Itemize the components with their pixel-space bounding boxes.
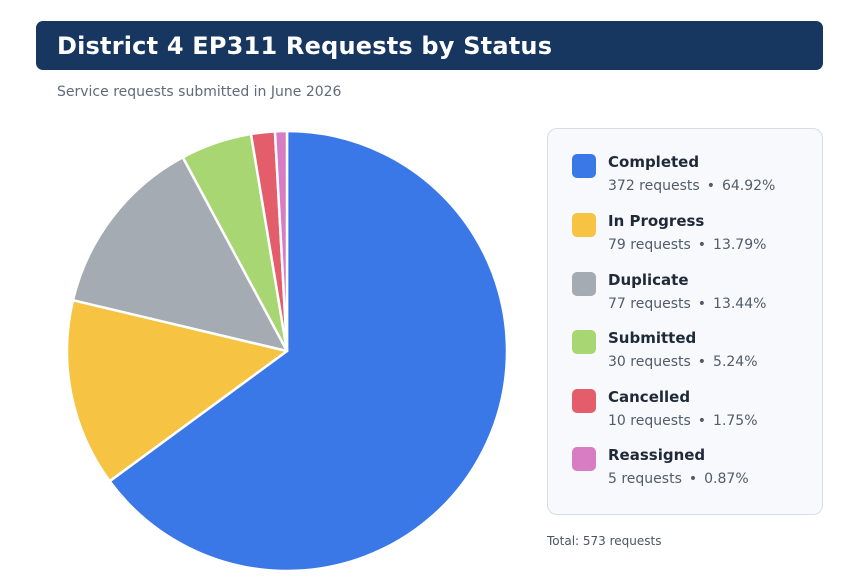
- legend-percent: 1.75%: [713, 413, 758, 429]
- legend-swatch: [572, 154, 596, 178]
- legend-count: 79 requests: [608, 237, 691, 253]
- legend-label: Duplicate: [608, 271, 689, 289]
- legend-stats: 30 requests • 5.24%: [608, 354, 758, 370]
- legend-panel: Completed 372 requests • 64.92% In Progres…: [547, 128, 823, 515]
- legend-stats: 10 requests • 1.75%: [608, 413, 758, 429]
- legend-label: Reassigned: [608, 446, 706, 464]
- legend-stats: 372 requests • 64.92%: [608, 178, 775, 194]
- legend-separator: •: [706, 178, 715, 194]
- legend-swatch: [572, 213, 596, 237]
- legend-count: 30 requests: [608, 354, 691, 370]
- legend-count: 372 requests: [608, 178, 700, 194]
- legend-stats: 79 requests • 13.79%: [608, 237, 766, 253]
- pie-slice-completed: [108, 129, 509, 573]
- legend-label: In Progress: [608, 212, 705, 230]
- chart-title: District 4 EP311 Requests by Status: [57, 31, 553, 60]
- legend-label: Cancelled: [608, 388, 691, 406]
- legend-swatch: [572, 272, 596, 296]
- legend-swatch: [572, 447, 596, 471]
- legend-separator: •: [688, 471, 698, 487]
- legend-separator: •: [697, 237, 707, 253]
- legend-percent: 5.24%: [713, 354, 758, 370]
- pie-slice-duplicate: [71, 155, 289, 353]
- pie-chart: [65, 129, 509, 573]
- chart-subtitle: Service requests submitted in June 2026: [57, 84, 342, 100]
- legend-label: Submitted: [608, 329, 697, 347]
- pie-slice-reassigned: [273, 129, 289, 353]
- pie-slice-in-progress: [65, 298, 289, 483]
- legend-swatch: [572, 389, 596, 413]
- legend-separator: •: [697, 296, 707, 312]
- legend-stats: 77 requests • 13.44%: [608, 296, 766, 312]
- legend-count: 5 requests: [608, 471, 682, 487]
- legend-swatch: [572, 330, 596, 354]
- legend-count: 10 requests: [608, 413, 691, 429]
- legend-percent: 13.79%: [713, 237, 767, 253]
- legend-separator: •: [697, 413, 707, 429]
- legend-percent: 13.44%: [713, 296, 767, 312]
- legend-stats: 5 requests • 0.87%: [608, 471, 749, 487]
- legend-percent: 0.87%: [704, 471, 749, 487]
- legend-percent: 64.92%: [721, 178, 776, 194]
- title-bar: District 4 EP311 Requests by Status: [36, 21, 823, 70]
- legend-label: Completed: [608, 153, 700, 171]
- total-count: Total: 573 requests: [547, 534, 662, 548]
- legend-count: 77 requests: [608, 296, 691, 312]
- legend-separator: •: [697, 354, 707, 370]
